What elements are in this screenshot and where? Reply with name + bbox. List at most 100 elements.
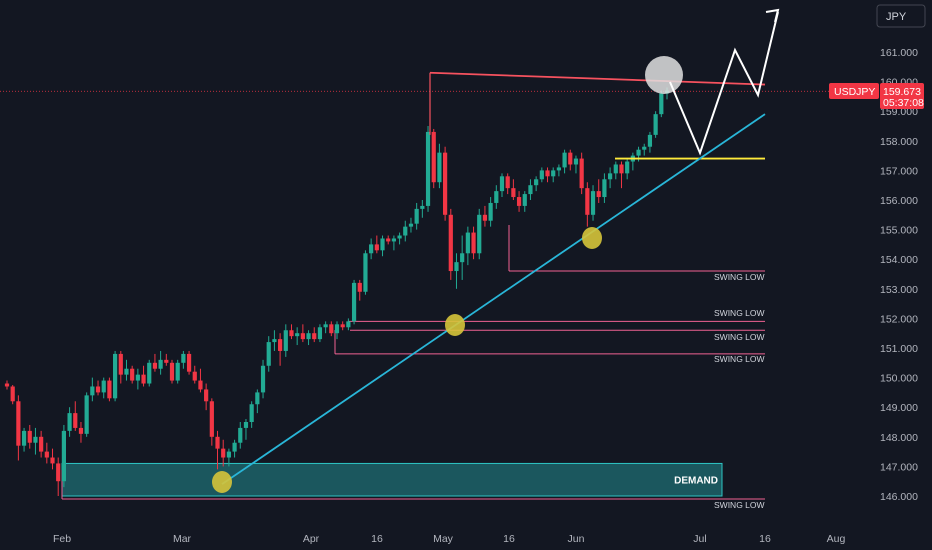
candle-body <box>249 404 254 422</box>
candle-body <box>414 208 419 224</box>
candle-body <box>39 436 44 452</box>
candle-body <box>562 152 567 168</box>
swing-low-label: SWING LOW <box>714 354 765 364</box>
candle-body <box>238 427 243 443</box>
candle-body <box>642 146 647 150</box>
candle-body <box>260 365 266 393</box>
swing-marker[interactable] <box>212 471 232 493</box>
forecast-arrowhead <box>765 8 780 23</box>
candle-body <box>295 333 300 337</box>
price-tick-label: 152.000 <box>880 313 918 325</box>
candle-body <box>135 374 140 381</box>
currency-badge[interactable]: JPY <box>876 4 926 28</box>
swing-low-label: SWING LOW <box>714 272 765 282</box>
candle-body <box>431 131 436 183</box>
time-tick-label: 16 <box>759 533 771 545</box>
candle-body <box>124 368 129 375</box>
candle-body <box>647 134 653 147</box>
time-tick-label: Jul <box>693 533 706 545</box>
candle-body <box>340 324 345 328</box>
price-tick-label: 153.000 <box>880 284 918 296</box>
price-tick-label: 149.000 <box>880 402 918 414</box>
candle-body <box>300 333 305 340</box>
candle-body <box>477 214 482 254</box>
candle-body <box>61 430 66 482</box>
price-tick-label: 147.000 <box>880 461 918 473</box>
target-marker[interactable] <box>645 56 683 94</box>
candle-body <box>221 448 226 458</box>
candle-body <box>266 342 271 366</box>
candle-body <box>107 380 112 399</box>
candle-body <box>482 214 488 221</box>
price-axis[interactable]: 146.000 147.000 148.000 149.000 150.000 151.0… <box>880 47 918 503</box>
candle-body <box>95 386 101 393</box>
trendline[interactable] <box>221 113 766 485</box>
candle-body <box>113 353 118 399</box>
price-tick-label: 157.000 <box>880 165 918 177</box>
candle-body <box>317 327 323 340</box>
candle-body <box>488 202 493 221</box>
candle-body <box>534 179 539 186</box>
price-tick-label: 148.000 <box>880 432 918 444</box>
candle-body <box>391 238 396 242</box>
drawing-layer-front[interactable]: DEMAND SWING LOW SWING LOW SWING LOW SWING L… <box>212 8 780 510</box>
time-tick-label: 16 <box>371 533 383 545</box>
price-tick-label: 156.000 <box>880 195 918 207</box>
time-tick-label: May <box>433 533 454 545</box>
candle-body <box>255 392 260 405</box>
candle-body <box>494 191 499 203</box>
swing-low-label: SWING LOW <box>714 308 765 318</box>
candle-body <box>374 244 379 251</box>
swing-marker[interactable] <box>582 227 602 249</box>
candle-body <box>141 374 146 384</box>
candle-body <box>425 131 431 206</box>
candle-body <box>437 152 442 183</box>
candle-body <box>443 152 448 215</box>
candle-body <box>454 262 459 272</box>
drawing-layer-back <box>0 90 870 500</box>
candle-body <box>585 188 590 215</box>
price-tick-label: 150.000 <box>880 373 918 385</box>
candle-body <box>232 442 237 452</box>
candlestick-series <box>4 87 670 496</box>
candle-body <box>198 380 203 390</box>
resistance-line[interactable] <box>429 71 766 86</box>
candle-body <box>158 359 163 369</box>
candle-body <box>186 353 192 372</box>
candle-body <box>169 362 175 381</box>
candle-body <box>67 413 72 431</box>
swing-marker[interactable] <box>445 314 465 336</box>
price-tick-label: 161.000 <box>880 47 918 59</box>
candle-body <box>164 359 169 363</box>
candle-body <box>568 152 573 165</box>
candle-body <box>27 430 32 443</box>
last-price-label: 159.673 <box>883 86 921 98</box>
demand-zone[interactable] <box>61 462 723 497</box>
candle-body <box>10 386 15 402</box>
candle-body <box>363 253 368 292</box>
candle-body <box>551 170 556 177</box>
candle-body <box>653 114 658 135</box>
time-axis[interactable]: Feb Mar Apr 16 May 16 Jun Jul 16 Aug <box>53 533 846 545</box>
candle-body <box>608 173 613 180</box>
demand-zone-label: DEMAND <box>674 476 718 487</box>
candle-body <box>283 330 288 351</box>
price-tick-label: 151.000 <box>880 343 918 355</box>
candle-body <box>499 176 505 192</box>
symbol-price-badge: USDJPY 159.673 05:37:08 <box>829 83 924 109</box>
candle-body <box>209 401 214 437</box>
candle-body <box>636 149 641 156</box>
price-tick-label: 155.000 <box>880 225 918 237</box>
candle-body <box>272 339 277 343</box>
candle-body <box>625 161 630 174</box>
symbol-label: USDJPY <box>834 86 875 98</box>
swing-low-label: SWING LOW <box>714 332 765 342</box>
candle-body <box>556 167 561 171</box>
candle-body <box>545 170 550 177</box>
candle-body <box>130 368 135 381</box>
forecast-path[interactable] <box>669 11 779 156</box>
swing-low-label: SWING LOW <box>714 500 765 510</box>
time-tick-label: Apr <box>303 533 320 545</box>
candle-body <box>579 158 584 189</box>
